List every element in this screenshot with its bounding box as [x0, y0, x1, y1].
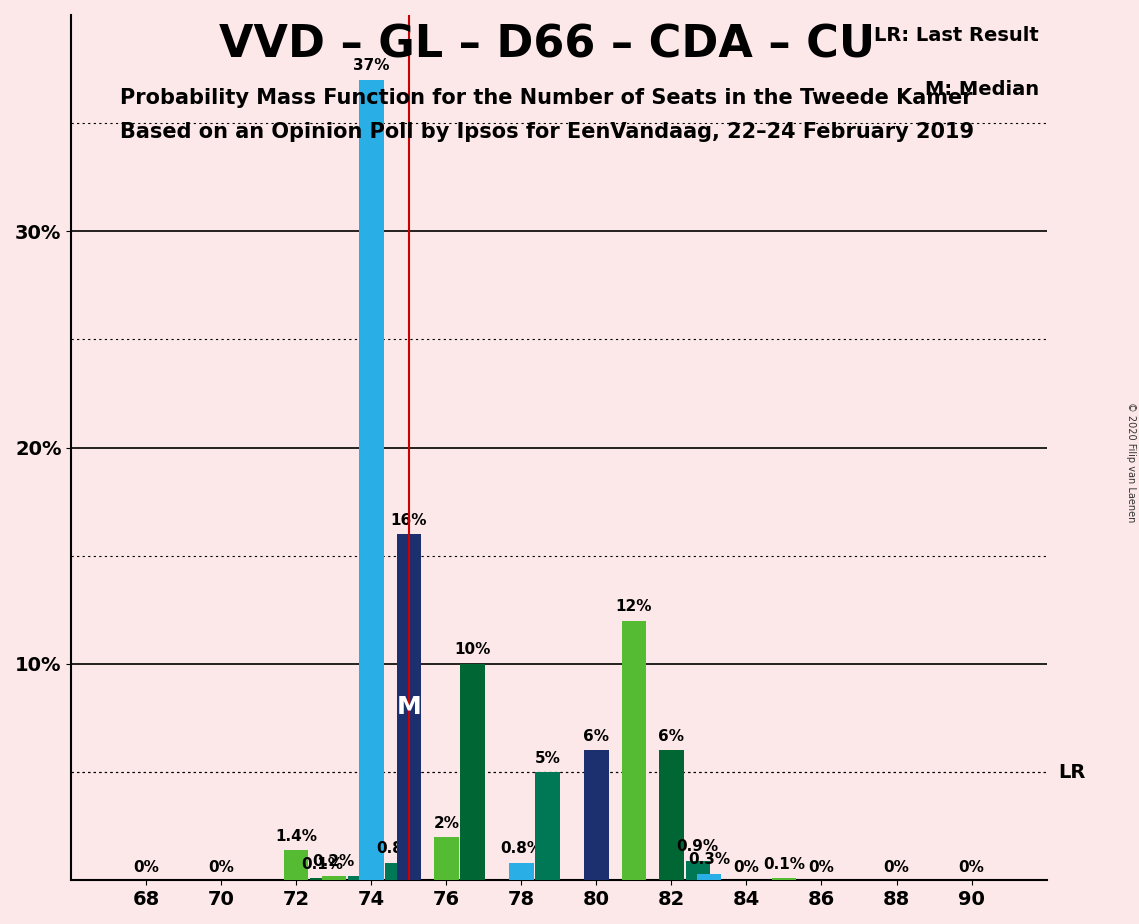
Text: 0%: 0%	[734, 860, 760, 875]
Bar	[509, 863, 533, 881]
Bar	[622, 621, 646, 881]
Text: 0.8%: 0.8%	[377, 842, 419, 857]
Bar	[310, 878, 335, 881]
Text: Based on an Opinion Poll by Ipsos for EenVandaag, 22–24 February 2019: Based on an Opinion Poll by Ipsos for Ee…	[120, 122, 974, 142]
Text: VVD – GL – D66 – CDA – CU: VVD – GL – D66 – CDA – CU	[219, 23, 875, 67]
Text: M: Median: M: Median	[925, 79, 1039, 99]
Text: 0%: 0%	[208, 860, 235, 875]
Text: 12%: 12%	[616, 599, 653, 614]
Bar	[659, 750, 683, 881]
Bar	[772, 878, 796, 881]
Text: 5%: 5%	[534, 750, 560, 766]
Bar	[697, 874, 721, 881]
Bar	[535, 772, 560, 881]
Text: 0.2%: 0.2%	[313, 855, 355, 869]
Bar	[396, 534, 421, 881]
Text: LR: Last Result: LR: Last Result	[875, 26, 1039, 45]
Bar	[347, 876, 372, 881]
Text: 0%: 0%	[959, 860, 984, 875]
Text: 0.3%: 0.3%	[688, 852, 730, 868]
Text: 37%: 37%	[353, 58, 390, 73]
Text: 0.1%: 0.1%	[763, 857, 805, 871]
Bar	[359, 79, 384, 881]
Text: 10%: 10%	[454, 642, 491, 658]
Text: M: M	[396, 695, 421, 719]
Text: 0%: 0%	[133, 860, 159, 875]
Text: 1.4%: 1.4%	[276, 829, 318, 844]
Bar	[460, 664, 485, 881]
Text: 0%: 0%	[809, 860, 835, 875]
Bar	[385, 863, 410, 881]
Text: Probability Mass Function for the Number of Seats in the Tweede Kamer: Probability Mass Function for the Number…	[121, 88, 973, 108]
Bar	[686, 861, 710, 881]
Text: 6%: 6%	[583, 729, 609, 744]
Bar	[584, 750, 608, 881]
Text: 0.1%: 0.1%	[302, 857, 344, 871]
Text: 0%: 0%	[884, 860, 909, 875]
Bar	[284, 850, 309, 881]
Text: 0.9%: 0.9%	[677, 839, 719, 855]
Text: 6%: 6%	[658, 729, 685, 744]
Bar	[434, 837, 459, 881]
Text: © 2020 Filip van Laenen: © 2020 Filip van Laenen	[1126, 402, 1136, 522]
Text: 16%: 16%	[391, 513, 427, 528]
Text: 2%: 2%	[433, 816, 459, 831]
Text: LR: LR	[1058, 762, 1085, 782]
Text: 0.8%: 0.8%	[500, 842, 542, 857]
Bar	[321, 876, 346, 881]
